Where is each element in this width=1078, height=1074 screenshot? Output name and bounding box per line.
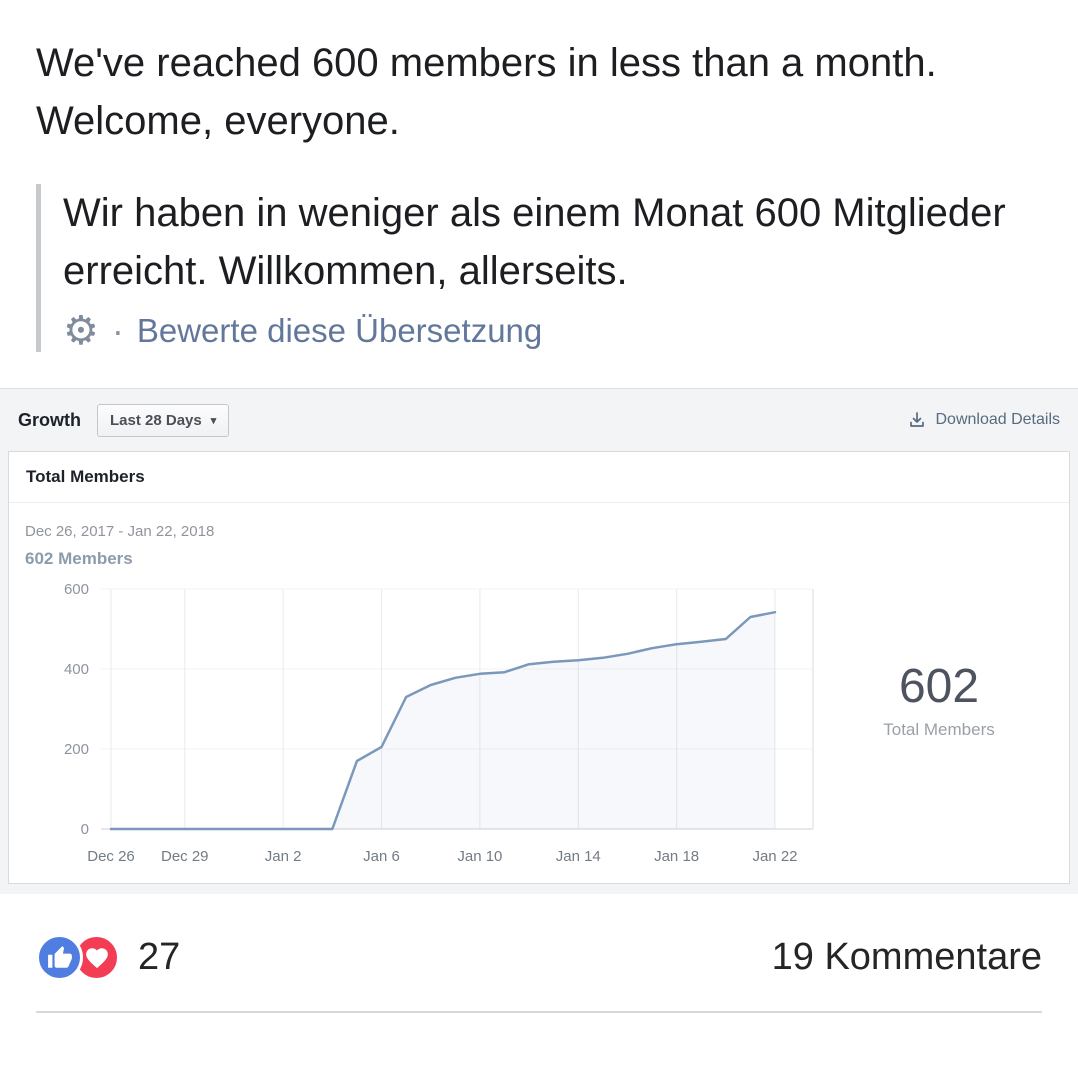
- growth-line-chart: 0 200 400 600 Dec 26 Dec 29 Jan 2 Jan 6 Jan 10 Ja…: [64, 581, 814, 865]
- svg-text:Jan 10: Jan 10: [457, 848, 502, 865]
- summary-block: 602 Total Members: [825, 659, 1053, 800]
- svg-text:Jan 14: Jan 14: [556, 848, 601, 865]
- download-icon: [910, 412, 925, 427]
- card-body: Dec 26, 2017 - Jan 22, 2018 602 Members …: [9, 503, 1069, 883]
- post-text: We've reached 600 members in less than a…: [36, 41, 937, 143]
- date-range-label: Dec 26, 2017 - Jan 22, 2018: [25, 523, 215, 540]
- like-badge[interactable]: [36, 934, 83, 981]
- members-headline: 602 Members: [25, 549, 133, 568]
- summary-label: Total Members: [883, 719, 995, 739]
- date-range-dropdown[interactable]: Last 28 Days ▾: [97, 403, 230, 437]
- summary-value: 602: [898, 659, 980, 713]
- translation-actions: ⚙ · Bewerte diese Übersetzung: [63, 310, 1042, 352]
- card-title: Total Members: [9, 452, 1069, 503]
- rate-translation-link[interactable]: Bewerte diese Übersetzung: [136, 312, 543, 349]
- svg-text:Jan 18: Jan 18: [654, 848, 699, 865]
- download-details-label: Download Details: [935, 411, 1060, 428]
- svg-text:600: 600: [64, 581, 89, 598]
- heart-icon: [85, 947, 108, 968]
- translation-text: Wir haben in weniger als einem Monat 600…: [63, 191, 1006, 293]
- separator-dot: ·: [111, 310, 124, 351]
- chevron-down-icon: ▾: [210, 414, 217, 427]
- translation-settings-gear-icon[interactable]: ⚙: [63, 309, 99, 353]
- total-members-card: Total Members Dec 26, 2017 - Jan 22, 201…: [8, 451, 1070, 884]
- svg-text:Dec 26: Dec 26: [87, 848, 135, 865]
- comments-count-link[interactable]: 19 Kommentare: [771, 936, 1042, 978]
- reaction-count[interactable]: 27: [138, 936, 181, 978]
- translation-block: Wir haben in weniger als einem Monat 600…: [36, 184, 1042, 352]
- bottom-divider: [36, 1011, 1042, 1013]
- svg-text:Jan 6: Jan 6: [363, 848, 400, 865]
- insights-topbar: Growth Last 28 Days ▾ Download Details: [0, 389, 1078, 451]
- growth-section-label: Growth: [18, 409, 81, 430]
- svg-text:0: 0: [81, 821, 89, 838]
- post-container: We've reached 600 members in less than a…: [0, 0, 1078, 352]
- date-range-dropdown-value: Last 28 Days: [110, 411, 202, 429]
- download-details-button[interactable]: Download Details: [907, 410, 1060, 430]
- svg-text:Jan 2: Jan 2: [265, 848, 302, 865]
- svg-text:400: 400: [64, 661, 89, 678]
- thumbs-up-icon: [47, 945, 72, 968]
- svg-text:200: 200: [64, 741, 89, 758]
- svg-text:Jan 22: Jan 22: [752, 848, 797, 865]
- reactions-bar: 27 19 Kommentare: [0, 934, 1078, 981]
- chart-row: 0 200 400 600 Dec 26 Dec 29 Jan 2 Jan 6 Jan 10 Ja…: [25, 579, 1053, 879]
- svg-text:Dec 29: Dec 29: [161, 848, 209, 865]
- insights-panel: Growth Last 28 Days ▾ Download Details T…: [0, 388, 1078, 894]
